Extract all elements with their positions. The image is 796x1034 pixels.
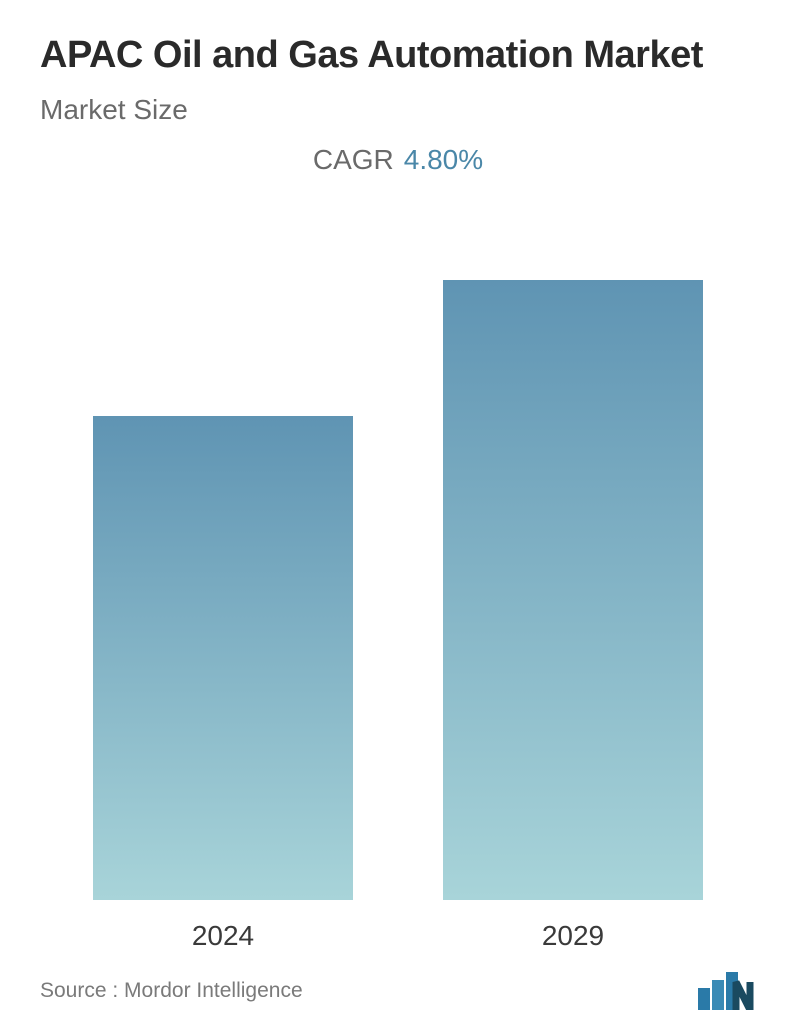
footer: Source : Mordor Intelligence xyxy=(40,960,756,1010)
cagr-label: CAGR xyxy=(313,144,394,175)
chart-subtitle: Market Size xyxy=(40,94,756,126)
bar xyxy=(93,416,353,900)
chart-title: APAC Oil and Gas Automation Market xyxy=(40,32,756,80)
chart-container: APAC Oil and Gas Automation Market Marke… xyxy=(0,0,796,1034)
cagr-value: 4.80% xyxy=(404,144,483,175)
source-text: Source : Mordor Intelligence xyxy=(40,979,303,1003)
bars-group xyxy=(40,206,756,901)
brand-logo xyxy=(698,972,756,1010)
x-axis-labels: 2024 2029 xyxy=(40,920,756,952)
cagr-row: CAGR 4.80% xyxy=(40,144,756,176)
x-axis-label: 2029 xyxy=(443,920,703,952)
bar-wrap xyxy=(93,416,353,900)
bar xyxy=(443,280,703,900)
bar-wrap xyxy=(443,280,703,900)
x-axis-label: 2024 xyxy=(93,920,353,952)
chart-area: 2024 2029 xyxy=(40,206,756,961)
